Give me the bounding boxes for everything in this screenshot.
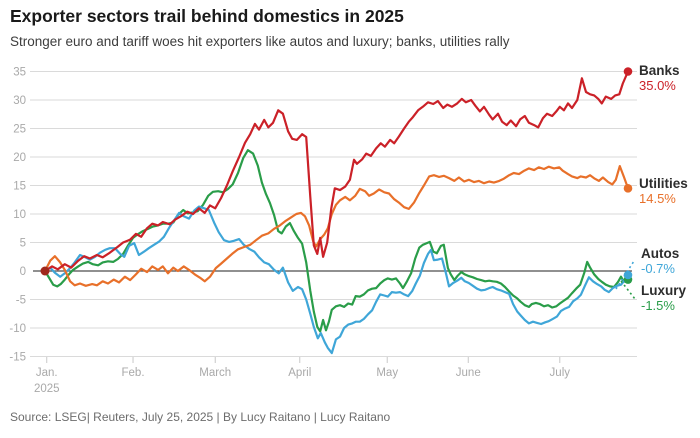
series-value-banks: 35.0% [639,78,676,93]
y-tick-label: 5 [20,238,26,250]
y-tick-label: 10 [13,209,26,221]
x-tick-label: May [376,367,398,379]
x-tick-label: Feb. [122,367,145,379]
end-dot-banks [623,67,633,76]
leader-luxury [620,280,636,300]
y-tick-label: 30 [13,95,26,107]
y-tick-label: 0 [20,266,26,278]
series-name-luxury: Luxury [641,283,687,298]
chart-title: Exporter sectors trail behind domestics … [10,6,404,26]
y-tick-label: -5 [16,295,26,307]
series-line-autos [43,205,630,355]
series-name-autos: Autos [641,246,680,261]
x-tick-label: Jan. [36,367,58,379]
x-tick-label: March [199,367,231,379]
series-label-luxury: Luxury -1.5% [641,283,686,313]
series-label-utilities: Utilities 14.5% [639,176,688,206]
chart-subtitle: Stronger euro and tariff woes hit export… [10,34,510,49]
end-dot-utilities [623,184,633,193]
x-tick-label: June [456,367,481,379]
y-tick-label: -15 [9,352,26,364]
series-name-utilities: Utilities [639,176,688,191]
series-line-luxury [43,149,630,333]
y-tick-label: 15 [13,181,26,193]
y-tick-label: 25 [13,124,26,136]
series-label-banks: Banks 35.0% [639,63,680,93]
y-tick-label: -10 [9,323,26,335]
series-label-autos: Autos -0.7% [641,246,679,276]
x-tick-sublabel: 2025 [34,383,60,395]
series-value-utilities: 14.5% [639,191,676,206]
end-dot-autos [623,270,633,280]
series-line-utilities [43,165,630,287]
y-tick-label: 35 [13,67,26,79]
series-name-banks: Banks [639,63,680,78]
source-attribution: Source: LSEG| Reuters, July 25, 2025 | B… [10,410,391,424]
series-value-luxury: -1.5% [641,298,675,313]
x-tick-label: April [288,367,311,379]
start-dot-banks [40,266,50,276]
series-line-banks [43,70,630,273]
y-tick-label: 20 [13,152,26,164]
series-value-autos: -0.7% [641,261,675,276]
x-tick-label: July [550,367,571,379]
